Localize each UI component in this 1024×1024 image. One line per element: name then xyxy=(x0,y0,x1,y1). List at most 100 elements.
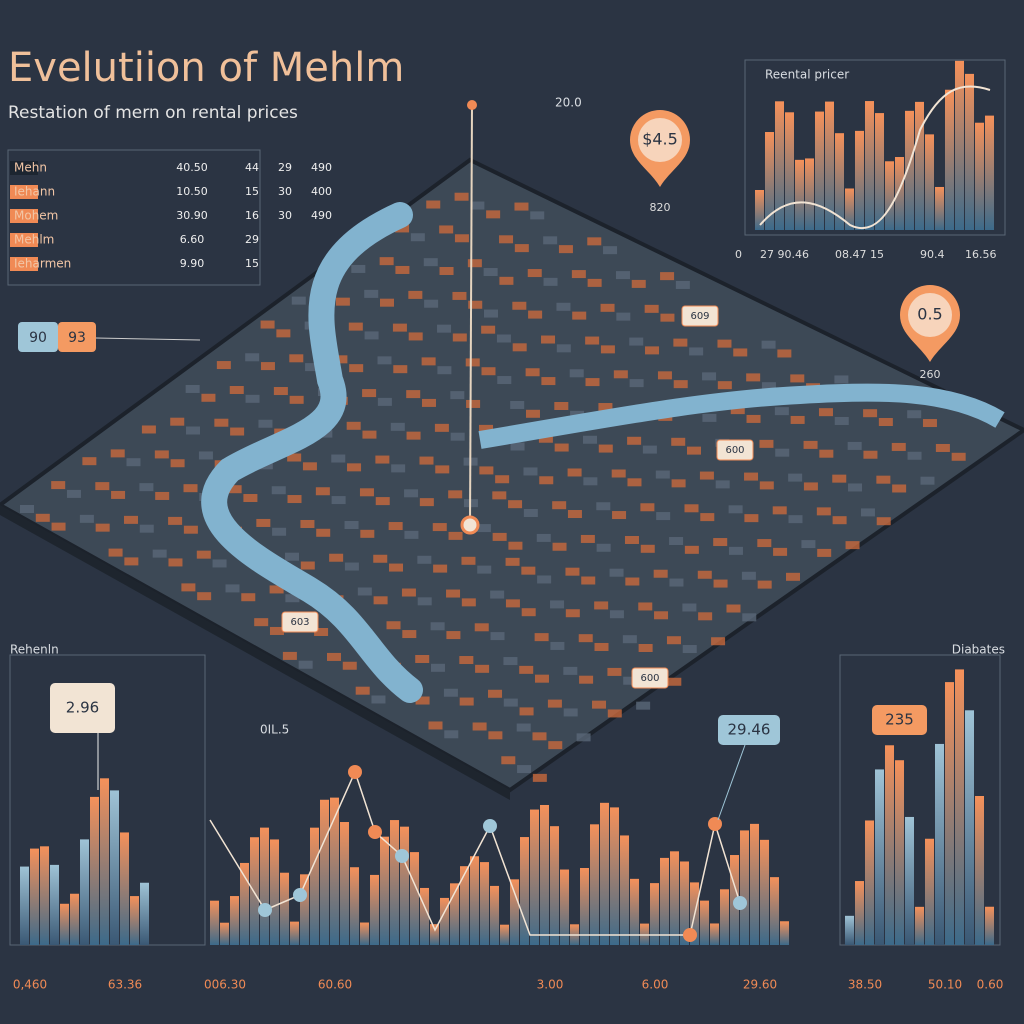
bar-decoration xyxy=(400,826,409,945)
map-block xyxy=(392,323,407,332)
callout-box xyxy=(872,705,927,735)
map-block xyxy=(631,279,646,288)
map-block xyxy=(342,661,357,670)
map-block xyxy=(479,466,494,475)
map-block xyxy=(629,337,644,346)
map-block xyxy=(698,612,713,621)
map-block xyxy=(728,505,743,514)
map-block xyxy=(404,489,419,498)
map-block xyxy=(525,409,540,418)
legend-value: 400 xyxy=(311,185,332,198)
map-block xyxy=(316,528,331,537)
map-block xyxy=(95,523,110,532)
map-block xyxy=(550,641,565,650)
x-tick-label: 90.4 xyxy=(920,248,945,261)
map-block xyxy=(627,478,642,487)
map-block xyxy=(245,394,260,403)
map-block xyxy=(741,571,756,580)
title: Evelutiion of Mehlm xyxy=(8,45,404,91)
bar-decoration xyxy=(815,111,824,230)
map-block xyxy=(660,313,675,322)
map-block xyxy=(245,353,260,362)
map-block xyxy=(139,524,154,533)
bar-decoration xyxy=(975,122,984,230)
map-block xyxy=(801,540,816,549)
map-block xyxy=(609,568,624,577)
map-block xyxy=(817,548,832,557)
callout-text: 235 xyxy=(885,711,914,729)
legend-value: 30.90 xyxy=(176,209,208,222)
bar-decoration xyxy=(490,885,499,945)
bar-decoration xyxy=(750,823,759,945)
map-block xyxy=(596,543,611,552)
bar-decoration xyxy=(110,790,119,945)
map-block xyxy=(499,276,514,285)
map-block xyxy=(152,549,167,558)
legend-name: Iehann xyxy=(14,185,55,199)
map-block xyxy=(742,613,757,622)
map-block xyxy=(364,289,379,298)
map-block xyxy=(834,416,849,425)
map-block xyxy=(450,391,465,400)
map-block xyxy=(421,398,436,407)
map-block xyxy=(196,550,211,559)
map-block xyxy=(702,372,717,381)
map-block xyxy=(640,503,655,512)
legend-name: Mehn xyxy=(14,161,47,175)
map-block xyxy=(596,502,611,511)
map-block xyxy=(876,517,891,526)
map-block xyxy=(532,732,547,741)
map-block xyxy=(615,271,630,280)
map-block xyxy=(788,515,803,524)
map-block xyxy=(671,437,686,446)
map-block xyxy=(569,369,584,378)
map-block xyxy=(503,698,518,707)
map-block xyxy=(302,462,317,471)
tag xyxy=(18,322,58,352)
map-block xyxy=(335,297,350,306)
x-tick-label: 0 xyxy=(735,248,742,261)
x-tick-label: 3.00 xyxy=(537,978,564,992)
map-block xyxy=(556,344,571,353)
bar-decoration xyxy=(590,824,599,945)
map-block xyxy=(214,418,229,427)
map-block xyxy=(285,552,300,561)
map-block xyxy=(430,622,445,631)
map-block xyxy=(519,665,534,674)
point-decoration xyxy=(708,817,722,831)
map-block xyxy=(435,465,450,474)
bar-decoration xyxy=(740,830,749,945)
map-block xyxy=(609,610,624,619)
map-block xyxy=(481,325,496,334)
legend-value: 15 xyxy=(245,257,259,270)
map-block xyxy=(434,423,449,432)
legend-value: 10.50 xyxy=(176,185,208,198)
bar-decoration xyxy=(390,820,399,945)
map-block xyxy=(773,547,788,556)
map-block xyxy=(389,563,404,572)
map-blocks xyxy=(20,192,966,782)
map-block xyxy=(428,721,443,730)
map-block xyxy=(450,432,465,441)
map-block xyxy=(552,542,567,551)
map-block xyxy=(273,387,288,396)
map-block xyxy=(168,558,183,567)
bar-decoration xyxy=(785,112,794,230)
map-block xyxy=(198,451,213,460)
bar-decoration xyxy=(915,101,924,231)
bar-decoration xyxy=(905,110,914,230)
map-block xyxy=(256,518,271,527)
map-block xyxy=(287,495,302,504)
legend-value: 16 xyxy=(245,209,259,222)
map-block xyxy=(603,246,618,255)
map-block xyxy=(816,507,831,516)
map-block xyxy=(269,585,284,594)
map-block xyxy=(834,375,849,384)
map-block xyxy=(260,362,275,371)
map-block xyxy=(362,430,377,439)
bar-decoration xyxy=(965,710,974,945)
bar-decoration xyxy=(140,882,149,945)
bar-decoration xyxy=(580,867,589,945)
map-block xyxy=(803,440,818,449)
map-block xyxy=(439,225,454,234)
